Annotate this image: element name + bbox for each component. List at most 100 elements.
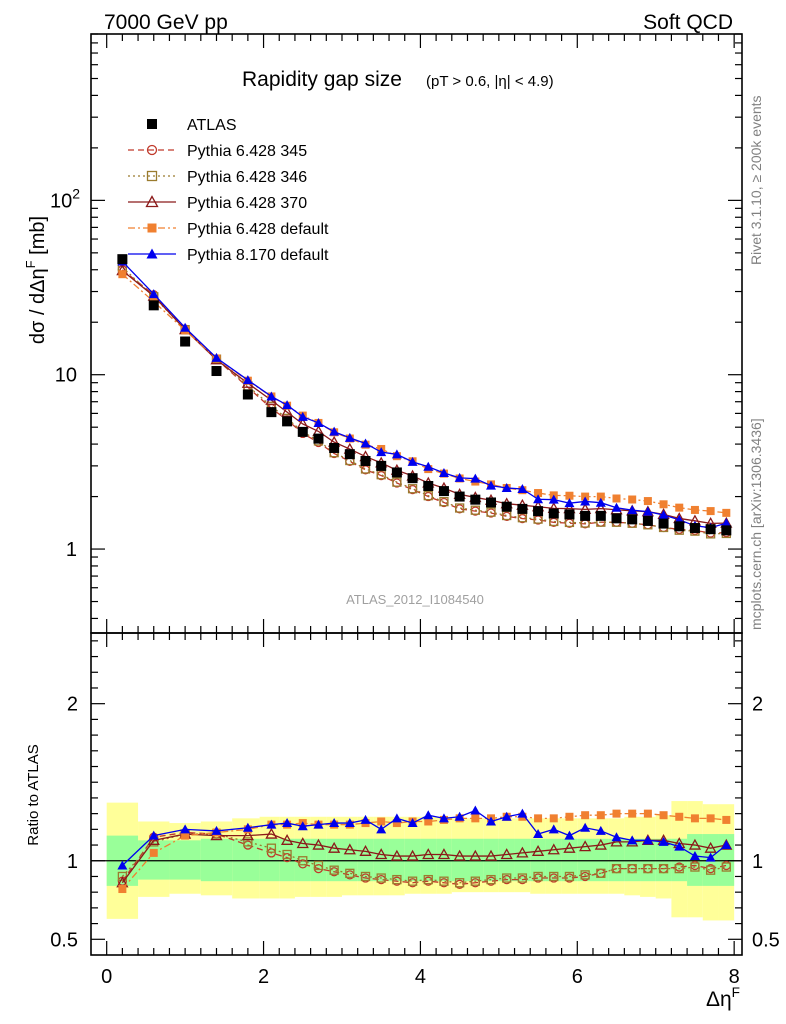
series-2-ratio-point bbox=[454, 878, 465, 888]
series-4-main-point bbox=[643, 497, 652, 506]
legend-label: Pythia 6.428 370 bbox=[187, 195, 307, 212]
series-2-main-point bbox=[392, 477, 402, 487]
atlas-data-point bbox=[211, 366, 222, 377]
legend-label: ATLAS bbox=[187, 117, 237, 134]
series-5-ratio-point bbox=[360, 814, 371, 824]
series-3-ratio-point bbox=[359, 844, 372, 856]
ratio-inner-band-bin bbox=[498, 838, 515, 882]
header-right: Soft QCD bbox=[643, 11, 733, 34]
series-2-ratio-point bbox=[596, 868, 606, 878]
legend-label: Pythia 6.428 default bbox=[187, 221, 329, 238]
series-3-ratio-point bbox=[469, 849, 482, 861]
ratio-inner-band-bin bbox=[259, 838, 280, 882]
plot-title: Rapidity gap size bbox=[242, 68, 402, 91]
series-5-ratio-point bbox=[376, 824, 387, 834]
series-5-ratio-point bbox=[211, 825, 222, 835]
series-5-main-point bbox=[548, 494, 559, 504]
series-5-ratio-point bbox=[627, 835, 638, 845]
series-2-ratio-point bbox=[376, 873, 386, 883]
series-3-ratio-point bbox=[516, 846, 529, 858]
atlas-data-point bbox=[266, 407, 277, 418]
series-2-main-point bbox=[439, 496, 449, 507]
atlas-data-point bbox=[533, 506, 544, 517]
series-3-ratio-point bbox=[280, 833, 294, 845]
series-5-main-point bbox=[438, 467, 449, 477]
series-5-main-point bbox=[642, 506, 653, 516]
header-left: 7000 GeV pp bbox=[104, 11, 228, 34]
main-y-axis-label: dσ / dΔηF [mb] bbox=[23, 216, 49, 344]
series-5-main-point bbox=[501, 482, 512, 492]
ratio-inner-band-bin bbox=[279, 838, 295, 882]
series-2-main-point bbox=[423, 491, 433, 501]
atlas-data-point bbox=[642, 515, 653, 526]
series-5-ratio-point bbox=[266, 819, 277, 829]
atlas-data-point bbox=[548, 508, 559, 519]
series-5-ratio-point bbox=[595, 825, 606, 835]
series-3-ratio-point bbox=[328, 841, 341, 853]
series-4-main-point bbox=[534, 489, 543, 498]
series-4-ratio-point bbox=[424, 817, 433, 826]
series-2-main-point bbox=[454, 503, 465, 513]
atlas-data-point bbox=[360, 455, 371, 466]
atlas-data-point bbox=[117, 254, 128, 265]
ratio-inner-band-bin bbox=[138, 840, 170, 880]
series-2-ratio-point bbox=[502, 873, 512, 883]
series-3-ratio-point bbox=[453, 849, 466, 861]
series-3-ratio-point bbox=[312, 838, 325, 850]
atlas-data-point bbox=[376, 460, 387, 471]
series-2-ratio-point bbox=[282, 849, 292, 860]
ratio-y-tick-label-right: 1 bbox=[752, 851, 763, 873]
series-4-ratio-point bbox=[706, 814, 715, 823]
series-3-ratio-point bbox=[579, 840, 592, 852]
series-5-main-point bbox=[376, 447, 387, 457]
series-3-ratio-point bbox=[343, 843, 356, 855]
series-5-main-point bbox=[211, 352, 222, 362]
series-4-main-point bbox=[612, 494, 621, 503]
series-3-ratio-point bbox=[594, 838, 607, 850]
legend-label: Pythia 6.428 345 bbox=[187, 143, 307, 160]
series-5-ratio-point bbox=[344, 818, 355, 828]
series-2-ratio-point bbox=[298, 856, 308, 866]
series-4-ratio-point bbox=[643, 809, 652, 818]
series-3-ratio-line bbox=[121, 833, 727, 884]
x-tick-label: 6 bbox=[572, 966, 583, 988]
atlas-data-point bbox=[689, 523, 700, 534]
series-5-ratio-point bbox=[611, 832, 622, 842]
legend-marker bbox=[146, 248, 158, 259]
series-2-ratio-point bbox=[329, 865, 339, 875]
series-5-main-point bbox=[611, 502, 622, 512]
atlas-data-point bbox=[391, 467, 402, 478]
series-5-ratio-point bbox=[533, 829, 544, 839]
legend-marker bbox=[145, 195, 159, 208]
atlas-data-point bbox=[329, 442, 340, 453]
series-4-main-point bbox=[706, 507, 715, 516]
series-5-ratio-point bbox=[486, 816, 497, 826]
series-2-ratio-point bbox=[721, 862, 731, 872]
series-3-ratio-point bbox=[610, 835, 623, 847]
series-5-ratio-point bbox=[689, 851, 700, 861]
ratio-inner-band-bin bbox=[357, 838, 374, 882]
atlas-data-point bbox=[580, 510, 591, 521]
series-4-main-point bbox=[118, 270, 127, 279]
atlas-data-point bbox=[470, 494, 481, 505]
x-tick-label: 2 bbox=[258, 966, 269, 988]
series-3-ratio-point bbox=[563, 841, 576, 853]
series-3-ratio-point bbox=[688, 838, 702, 850]
series-2-ratio-point bbox=[407, 876, 418, 886]
legend-label: Pythia 6.428 346 bbox=[187, 169, 307, 186]
series-5-ratio-point bbox=[548, 824, 559, 834]
series-2-ratio-point bbox=[423, 874, 433, 885]
series-4-main-point bbox=[690, 505, 699, 514]
legend-marker bbox=[147, 223, 157, 233]
atlas-data-point bbox=[282, 416, 293, 427]
atlas-data-point bbox=[344, 449, 355, 460]
series-5-ratio-point bbox=[313, 819, 324, 829]
series-5-main-point bbox=[454, 472, 465, 482]
series-2-ratio-point bbox=[345, 868, 355, 878]
ratio-frame bbox=[90, 632, 743, 956]
series-5-main-point bbox=[533, 494, 544, 504]
series-4-ratio-point bbox=[149, 848, 158, 857]
series-5-ratio-point bbox=[423, 810, 434, 820]
ratio-inner-band-bin bbox=[232, 838, 260, 882]
